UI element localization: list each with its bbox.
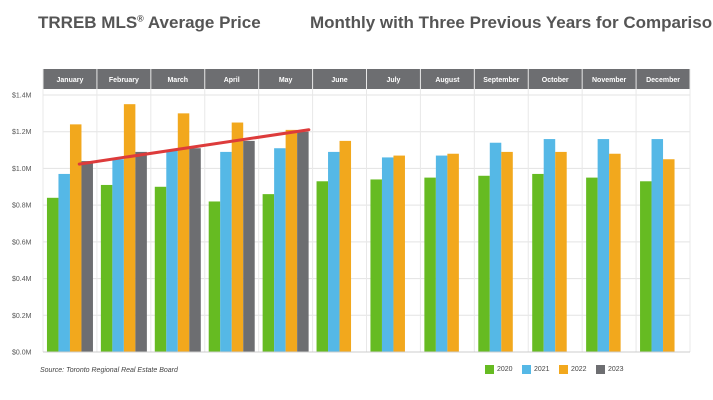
y-tick-label: $0.0M [12, 350, 32, 357]
bar-2021 [220, 151, 232, 352]
y-tick-label: $0.2M [12, 313, 32, 320]
legend-swatch-2021 [522, 365, 531, 374]
bar-2022 [447, 153, 459, 352]
source-note: Source: Toronto Regional Real Estate Boa… [40, 367, 178, 374]
bar-2020 [154, 186, 167, 352]
month-label: February [109, 77, 139, 84]
bar-2023 [243, 140, 255, 352]
y-tick-label: $0.6M [12, 239, 32, 246]
legend-label-2021: 2021 [534, 366, 550, 373]
bar-2020 [640, 181, 652, 352]
bar-2020 [316, 181, 329, 352]
y-tick-label: $1.4M [12, 93, 32, 100]
month-label: June [331, 77, 347, 84]
title-main: TRREB MLS [38, 13, 138, 32]
bar-2020 [424, 177, 436, 352]
bar-2022 [663, 159, 675, 352]
month-label: May [279, 77, 293, 84]
month-label: November [592, 77, 627, 84]
month-label: March [167, 77, 188, 84]
bar-2021 [166, 150, 178, 352]
y-tick-label: $1.0M [12, 166, 32, 173]
legend: 2020 2021 2022 2023 [485, 365, 633, 374]
legend-label-2020: 2020 [497, 366, 513, 373]
title-rest: Average Price [143, 13, 261, 32]
bar-2022 [609, 153, 621, 352]
legend-label-2023: 2023 [608, 366, 624, 373]
month-label: October [542, 77, 569, 84]
bar-2020 [370, 179, 382, 352]
bar-2021 [328, 151, 340, 352]
legend-swatch-2023 [596, 365, 605, 374]
bar-2020 [46, 197, 59, 352]
month-label: July [386, 77, 400, 84]
registered-mark: ® [137, 13, 144, 24]
month-label: August [435, 77, 460, 84]
month-label: January [57, 77, 84, 84]
legend-item-2021: 2021 [522, 365, 559, 374]
legend-swatch-2022 [559, 365, 568, 374]
bar-2021 [489, 142, 502, 352]
bar-2021 [112, 159, 124, 352]
month-label: April [224, 77, 240, 84]
bar-2022 [285, 129, 298, 352]
bar-2023 [81, 161, 93, 352]
bar-2022 [177, 113, 190, 352]
bar-2021 [274, 148, 286, 352]
chart-subtitle: Monthly with Three Previous Years for Co… [310, 13, 713, 32]
bar-2022 [393, 155, 405, 352]
bar-2020 [208, 201, 221, 352]
trend-line [77, 128, 311, 166]
legend-label-2022: 2022 [571, 366, 587, 373]
month-label: December [646, 77, 680, 84]
bar-2022 [69, 124, 82, 352]
chart-title: TRREB MLS® Average Price [38, 13, 261, 33]
bar-2020 [478, 175, 490, 352]
legend-item-2020: 2020 [485, 365, 522, 374]
bar-2022 [123, 104, 136, 352]
y-tick-label: $1.2M [12, 129, 32, 136]
bar-2021 [651, 139, 664, 352]
y-tick-label: $0.4M [12, 276, 32, 283]
bar-2023 [297, 131, 309, 352]
bar-2022 [501, 151, 513, 352]
bar-2020 [532, 173, 544, 352]
bar-2021 [58, 173, 70, 352]
month-label: September [483, 77, 519, 84]
bar-2023 [135, 151, 147, 352]
bar-2022 [555, 151, 567, 352]
bar-2020 [262, 194, 275, 352]
legend-swatch-2020 [485, 365, 494, 374]
legend-item-2022: 2022 [559, 365, 596, 374]
bar-2022 [339, 140, 352, 352]
bar-2023 [189, 148, 201, 352]
bar-2021 [597, 139, 610, 352]
bar-2020 [100, 184, 113, 352]
bar-2021 [381, 157, 394, 352]
y-tick-label: $0.8M [12, 203, 32, 210]
bar-2022 [231, 122, 244, 353]
legend-item-2023: 2023 [596, 365, 633, 374]
bar-2021 [543, 139, 556, 352]
bar-2021 [435, 155, 448, 352]
bar-2020 [586, 177, 598, 352]
